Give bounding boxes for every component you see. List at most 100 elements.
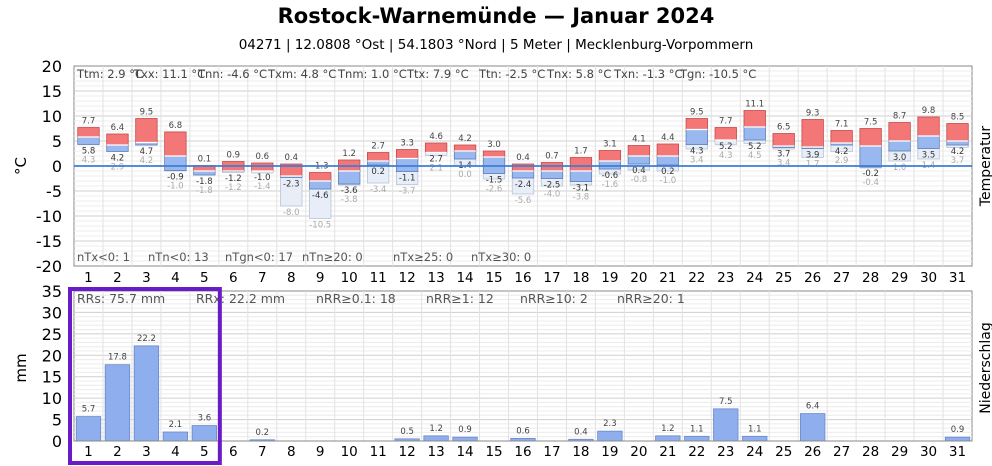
tmin-label: -2.4 <box>515 180 532 190</box>
precipitation-value-label: 0.6 <box>516 426 530 436</box>
tmin-label: -0.6 <box>602 171 619 181</box>
precipitation-bar <box>944 436 971 442</box>
day-label-temperature: 7 <box>258 270 267 286</box>
tmax-bar <box>511 163 535 172</box>
day-label-precipitation: 25 <box>775 444 792 460</box>
precipitation-bar <box>597 430 623 442</box>
temperature-count-stat: nTx<0: 1 <box>77 250 130 264</box>
temperature-tick-label: 15 <box>42 82 62 101</box>
tmin-bar <box>917 135 940 149</box>
precipitation-axis-label: mm <box>12 353 30 382</box>
temperature-stat: Ttm: 2.9 °C <box>76 67 143 81</box>
tground-label: -1.0 <box>167 182 184 192</box>
precipitation-value-label: 7.5 <box>719 397 733 407</box>
precipitation-tick-label: 35 <box>42 282 62 301</box>
day-label-precipitation: 11 <box>370 444 387 460</box>
precipitation-value-label: 0.4 <box>574 427 588 437</box>
tmin-label: 4.7 <box>140 147 154 157</box>
precipitation-tick-label: 20 <box>42 346 62 365</box>
tmin-label: 3.9 <box>806 151 820 161</box>
tmax-bar <box>714 127 737 141</box>
day-label-temperature: 31 <box>949 270 966 286</box>
tground-label: -4.0 <box>544 190 561 200</box>
tground-label: -1.8 <box>196 186 213 196</box>
tmax-label: 7.7 <box>82 117 96 127</box>
tmin-label: 5.2 <box>719 142 733 152</box>
temperature-count-stat: nTx≥25: 0 <box>393 250 453 264</box>
tmax-bar <box>801 119 824 148</box>
precipitation-stat: RRs: 75.7 mm <box>77 291 165 306</box>
tmax-label: 9.3 <box>806 109 820 119</box>
day-label-precipitation: 13 <box>428 444 445 460</box>
tground-label: -2.6 <box>486 185 503 195</box>
tmax-bar <box>77 127 100 138</box>
precipitation-bar <box>684 435 710 442</box>
tmin-bar <box>453 150 477 160</box>
day-label-temperature: 10 <box>341 270 358 286</box>
tmin-label: -1.5 <box>486 176 503 186</box>
temperature-count-stat: nTgn<0: 17 <box>225 250 293 264</box>
day-label-temperature: 5 <box>200 270 209 286</box>
day-label-precipitation: 18 <box>572 444 589 460</box>
precipitation-value-label: 1.2 <box>429 424 443 434</box>
tmin-label: 0.2 <box>661 167 675 177</box>
tground-label: 1.7 <box>806 160 820 170</box>
tmin-bar <box>540 170 564 179</box>
tmax-bar <box>859 128 882 147</box>
day-label-precipitation: 7 <box>258 444 267 460</box>
precipitation-bar <box>162 431 189 442</box>
tmin-bar <box>569 170 593 182</box>
tmin-label: 4.2 <box>111 154 125 164</box>
tmax-label: 0.4 <box>516 153 530 163</box>
tground-label: -1.6 <box>602 180 619 190</box>
tground-label: 4.3 <box>719 151 733 161</box>
day-label-precipitation: 29 <box>891 444 908 460</box>
tmin-label: -1.8 <box>196 177 213 187</box>
tmax-label: 4.2 <box>458 134 472 144</box>
tground-label: -3.8 <box>573 193 590 203</box>
day-label-precipitation: 8 <box>287 444 296 460</box>
temperature-tick-label: 10 <box>42 107 62 126</box>
tground-label: 4.2 <box>140 156 154 166</box>
precipitation-value-label: 1.1 <box>748 424 762 434</box>
day-label-temperature: 26 <box>804 270 821 286</box>
precipitation-tick-label: 15 <box>42 368 62 387</box>
day-label-precipitation: 14 <box>456 444 473 460</box>
tmin-label: 4.3 <box>690 147 704 157</box>
tmin-label: 2.7 <box>429 155 443 165</box>
temperature-stat: Tnm: 1.0 °C <box>337 67 407 81</box>
precipitation-value-label: 22.2 <box>137 334 156 344</box>
tground-label: -3.8 <box>341 195 358 205</box>
temperature-stat: Tnx: 5.8 °C <box>546 67 611 81</box>
tmax-label: 2.7 <box>371 142 385 152</box>
tmax-bar <box>251 162 274 172</box>
precipitation-bar <box>423 435 449 442</box>
tmax-label: 0.7 <box>545 152 559 162</box>
day-label-precipitation: 6 <box>229 444 238 460</box>
tmax-label: 8.5 <box>951 113 965 123</box>
temperature-tick-label: -5 <box>46 182 62 201</box>
day-label-temperature: 12 <box>399 270 416 286</box>
tmin-label: -4.6 <box>312 191 329 201</box>
tground-label: -1.4 <box>254 182 271 192</box>
day-label-temperature: 4 <box>171 270 180 286</box>
day-label-precipitation: 26 <box>804 444 821 460</box>
tmax-bar <box>135 118 158 143</box>
tmax-label: 7.5 <box>864 118 878 128</box>
day-label-temperature: 13 <box>428 270 445 286</box>
temperature-tick-label: 0 <box>52 157 62 176</box>
tmin-bar <box>309 180 332 190</box>
day-label-precipitation: 3 <box>142 444 151 460</box>
precipitation-value-label: 6.4 <box>806 402 820 412</box>
tmax-label: 9.5 <box>140 108 154 118</box>
temperature-stat: Txm: 4.8 °C <box>267 67 336 81</box>
precipitation-tick-label: 10 <box>42 389 62 408</box>
tground-label: -10.5 <box>309 221 331 231</box>
tmax-label: 4.1 <box>632 135 646 145</box>
tmax-bar <box>309 172 332 182</box>
tmin-bar <box>743 126 766 141</box>
precipitation-stat: nRR≥10: 2 <box>520 291 588 306</box>
day-label-precipitation: 20 <box>630 444 647 460</box>
tground-label: -8.0 <box>283 208 300 218</box>
